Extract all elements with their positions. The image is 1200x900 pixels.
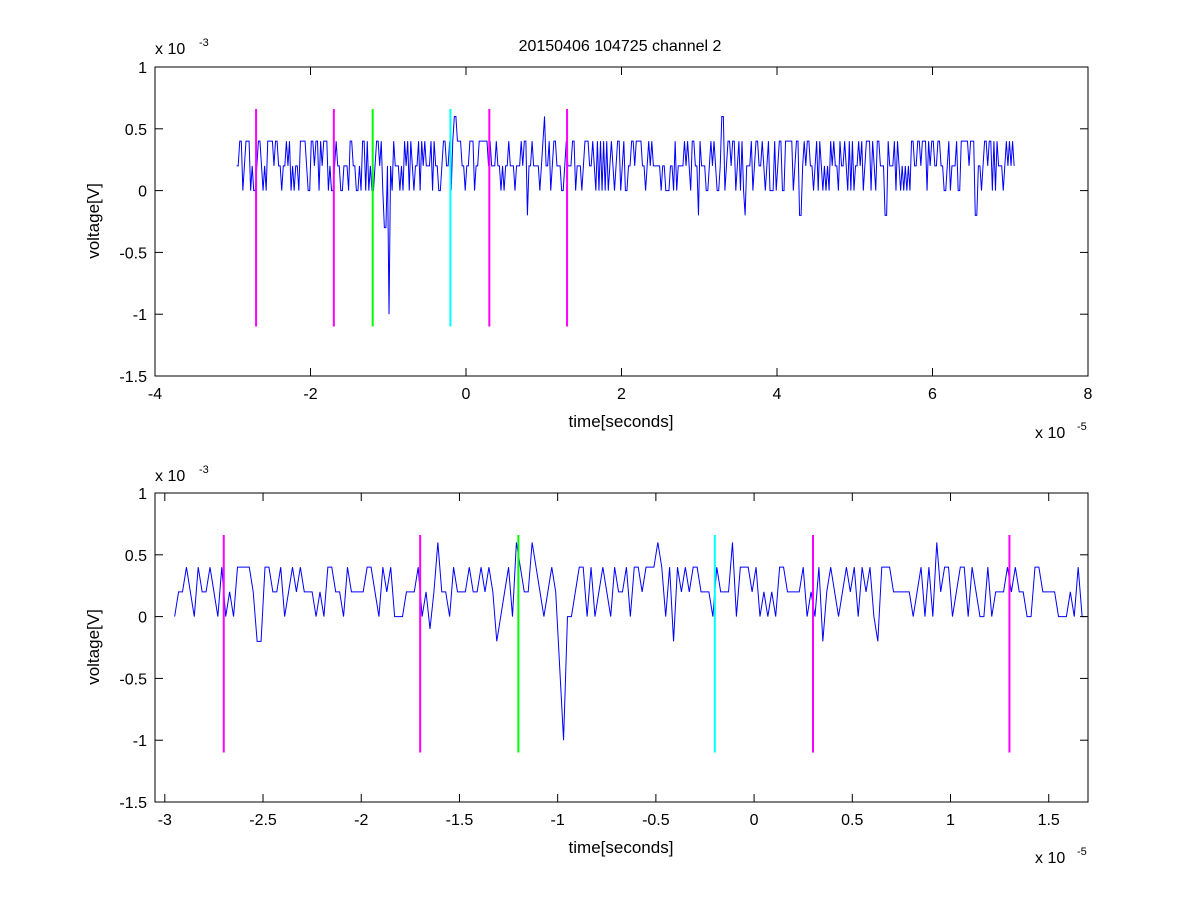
top-y-exponent-power: -3 bbox=[199, 37, 209, 49]
bottom-xtick-label: -0.5 bbox=[642, 812, 670, 829]
top-ytick-label: -0.5 bbox=[119, 245, 147, 262]
bottom-markers bbox=[222, 535, 1011, 753]
top-ytick-label: -1 bbox=[133, 307, 147, 324]
bottom-ytick-label: 0.5 bbox=[125, 548, 147, 565]
bottom-y-exponent-base: x 10 bbox=[155, 468, 185, 485]
bottom-plot-box bbox=[154, 492, 1089, 803]
top-xtick-label: 8 bbox=[1084, 386, 1093, 403]
top-xtick-label: -2 bbox=[303, 386, 317, 403]
bottom-ytick-label: 0 bbox=[138, 610, 147, 627]
top-axes: -1.5 -1 -0.5 0 0.5 1 -4 -2 0 2 4 6 8 time[seconds] v… bbox=[84, 37, 1093, 442]
bottom-xtick-label: -2 bbox=[354, 812, 368, 829]
top-ytick-label: -1.5 bbox=[119, 369, 147, 386]
bottom-xtick-label: -2.5 bbox=[249, 812, 277, 829]
bottom-x-axis-label: time[seconds] bbox=[569, 838, 674, 857]
top-ytick-label: 0 bbox=[138, 184, 147, 201]
top-markers bbox=[255, 109, 569, 327]
bottom-y-exponent-power: -3 bbox=[199, 464, 209, 476]
bottom-xtick-label: 0 bbox=[750, 812, 759, 829]
top-xtick-label: 4 bbox=[773, 386, 782, 403]
top-xtick-label: 6 bbox=[928, 386, 937, 403]
bottom-signal bbox=[174, 542, 1087, 741]
bottom-x-exponent-power: -5 bbox=[1077, 846, 1087, 858]
bottom-xtick-label: -1.5 bbox=[446, 812, 474, 829]
top-ytick-label: 0.5 bbox=[125, 122, 147, 139]
bottom-xtick-label: 1.5 bbox=[1038, 812, 1060, 829]
top-xtick-label: 2 bbox=[617, 386, 626, 403]
bottom-ytick-label: 1 bbox=[138, 486, 147, 503]
top-y-axis-label: voltage[V] bbox=[84, 183, 103, 259]
top-signal-trace bbox=[236, 115, 1015, 315]
bottom-ytick-label: -1 bbox=[133, 733, 147, 750]
bottom-xtick-label: -1 bbox=[551, 812, 565, 829]
top-ytick-label: 1 bbox=[138, 60, 147, 77]
bottom-ytick-label: -0.5 bbox=[119, 671, 147, 688]
top-ticks: -1.5 -1 -0.5 0 0.5 1 -4 -2 0 2 4 6 8 bbox=[119, 60, 1092, 403]
top-signal bbox=[236, 115, 1015, 315]
bottom-ticks: -1.5 -1 -0.5 0 0.5 1 -3 -2.5 -2 -1.5 -1 -0.5 0 0.5 1 1.… bbox=[119, 486, 1088, 829]
top-x-axis-label: time[seconds] bbox=[569, 412, 674, 431]
bottom-xtick-label: -3 bbox=[158, 812, 172, 829]
bottom-y-axis-label: voltage[V] bbox=[84, 609, 103, 685]
top-x-exponent-power: -5 bbox=[1077, 421, 1087, 433]
top-xtick-label: -4 bbox=[148, 386, 162, 403]
top-x-exponent-base: x 10 bbox=[1035, 425, 1065, 442]
bottom-xtick-label: 0.5 bbox=[841, 812, 863, 829]
top-xtick-label: 0 bbox=[462, 386, 471, 403]
figure-title: 20150406 104725 channel 2 bbox=[519, 38, 722, 55]
bottom-xtick-label: 1 bbox=[946, 812, 955, 829]
bottom-ytick-label: -1.5 bbox=[119, 795, 147, 812]
bottom-signal-trace bbox=[174, 542, 1087, 741]
top-y-exponent-base: x 10 bbox=[155, 41, 185, 58]
bottom-axes: -1.5 -1 -0.5 0 0.5 1 -3 -2.5 -2 -1.5 -1 -0.5 0 0.5 1 1.… bbox=[84, 464, 1089, 867]
bottom-x-exponent-base: x 10 bbox=[1035, 850, 1065, 867]
